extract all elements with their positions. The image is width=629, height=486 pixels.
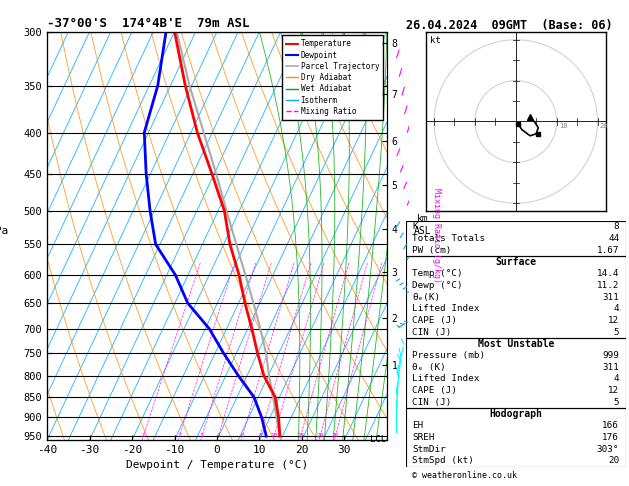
Text: 8: 8 (614, 223, 619, 231)
Text: Lifted Index: Lifted Index (413, 374, 480, 383)
Text: -37°00'S  174°4B'E  79m ASL: -37°00'S 174°4B'E 79m ASL (47, 17, 250, 31)
Bar (406, 338, 626, 408)
Text: CIN (J): CIN (J) (413, 398, 452, 407)
Text: 20: 20 (316, 433, 324, 438)
Text: 10: 10 (559, 122, 567, 129)
Text: 14.4: 14.4 (597, 269, 619, 278)
Y-axis label: km
ASL: km ASL (414, 214, 431, 236)
Text: CAPE (J): CAPE (J) (413, 386, 457, 395)
Text: 1: 1 (142, 433, 145, 438)
Text: LCL: LCL (370, 434, 386, 444)
Text: θₑ (K): θₑ (K) (413, 363, 446, 372)
Text: © weatheronline.co.uk: © weatheronline.co.uk (412, 471, 517, 480)
Text: PW (cm): PW (cm) (413, 246, 452, 255)
Y-axis label: hPa: hPa (0, 226, 9, 236)
X-axis label: Dewpoint / Temperature (°C): Dewpoint / Temperature (°C) (126, 460, 308, 470)
Bar (406, 256, 626, 338)
Text: CAPE (J): CAPE (J) (413, 316, 457, 325)
Text: Hodograph: Hodograph (489, 409, 542, 419)
Text: Temp (°C): Temp (°C) (413, 269, 463, 278)
Legend: Temperature, Dewpoint, Parcel Trajectory, Dry Adiabat, Wet Adiabat, Isotherm, Mi: Temperature, Dewpoint, Parcel Trajectory… (282, 35, 383, 120)
Text: 999: 999 (603, 351, 619, 360)
Text: Most Unstable: Most Unstable (477, 339, 554, 349)
Text: 176: 176 (603, 433, 619, 442)
Text: 20: 20 (608, 456, 619, 465)
Y-axis label: Mixing Ratio (g/kg): Mixing Ratio (g/kg) (433, 188, 442, 283)
Text: θₑ(K): θₑ(K) (413, 293, 440, 302)
Text: 3: 3 (200, 433, 204, 438)
Text: 4: 4 (614, 374, 619, 383)
Text: StmSpd (kt): StmSpd (kt) (413, 456, 474, 465)
Text: 311: 311 (603, 293, 619, 302)
Text: 4: 4 (614, 304, 619, 313)
Bar (406, 221, 626, 256)
Text: Lifted Index: Lifted Index (413, 304, 480, 313)
Text: 4: 4 (216, 433, 220, 438)
Text: 44: 44 (608, 234, 619, 243)
Text: 6: 6 (240, 433, 244, 438)
Text: 12: 12 (608, 386, 619, 395)
Text: kt: kt (430, 35, 441, 45)
Text: 26.04.2024  09GMT  (Base: 06): 26.04.2024 09GMT (Base: 06) (406, 19, 612, 33)
Text: EH: EH (413, 421, 423, 430)
Text: SREH: SREH (413, 433, 435, 442)
Text: Surface: Surface (495, 257, 537, 267)
Bar (406, 408, 626, 467)
Text: 10: 10 (270, 433, 278, 438)
Text: Totals Totals: Totals Totals (413, 234, 486, 243)
Text: 2: 2 (177, 433, 181, 438)
Text: 15: 15 (297, 433, 304, 438)
Text: 5: 5 (614, 328, 619, 337)
Text: Pressure (mb): Pressure (mb) (413, 351, 486, 360)
Text: 1.67: 1.67 (597, 246, 619, 255)
Text: 25: 25 (331, 433, 339, 438)
Text: 5: 5 (614, 398, 619, 407)
Text: 11.2: 11.2 (597, 281, 619, 290)
Text: 12: 12 (608, 316, 619, 325)
Text: 8: 8 (259, 433, 262, 438)
Text: Dewp (°C): Dewp (°C) (413, 281, 463, 290)
Text: 166: 166 (603, 421, 619, 430)
Text: CIN (J): CIN (J) (413, 328, 452, 337)
Text: StmDir: StmDir (413, 445, 446, 453)
Text: 20: 20 (599, 122, 608, 129)
Text: K: K (413, 223, 418, 231)
Text: 303°: 303° (597, 445, 619, 453)
Text: 311: 311 (603, 363, 619, 372)
